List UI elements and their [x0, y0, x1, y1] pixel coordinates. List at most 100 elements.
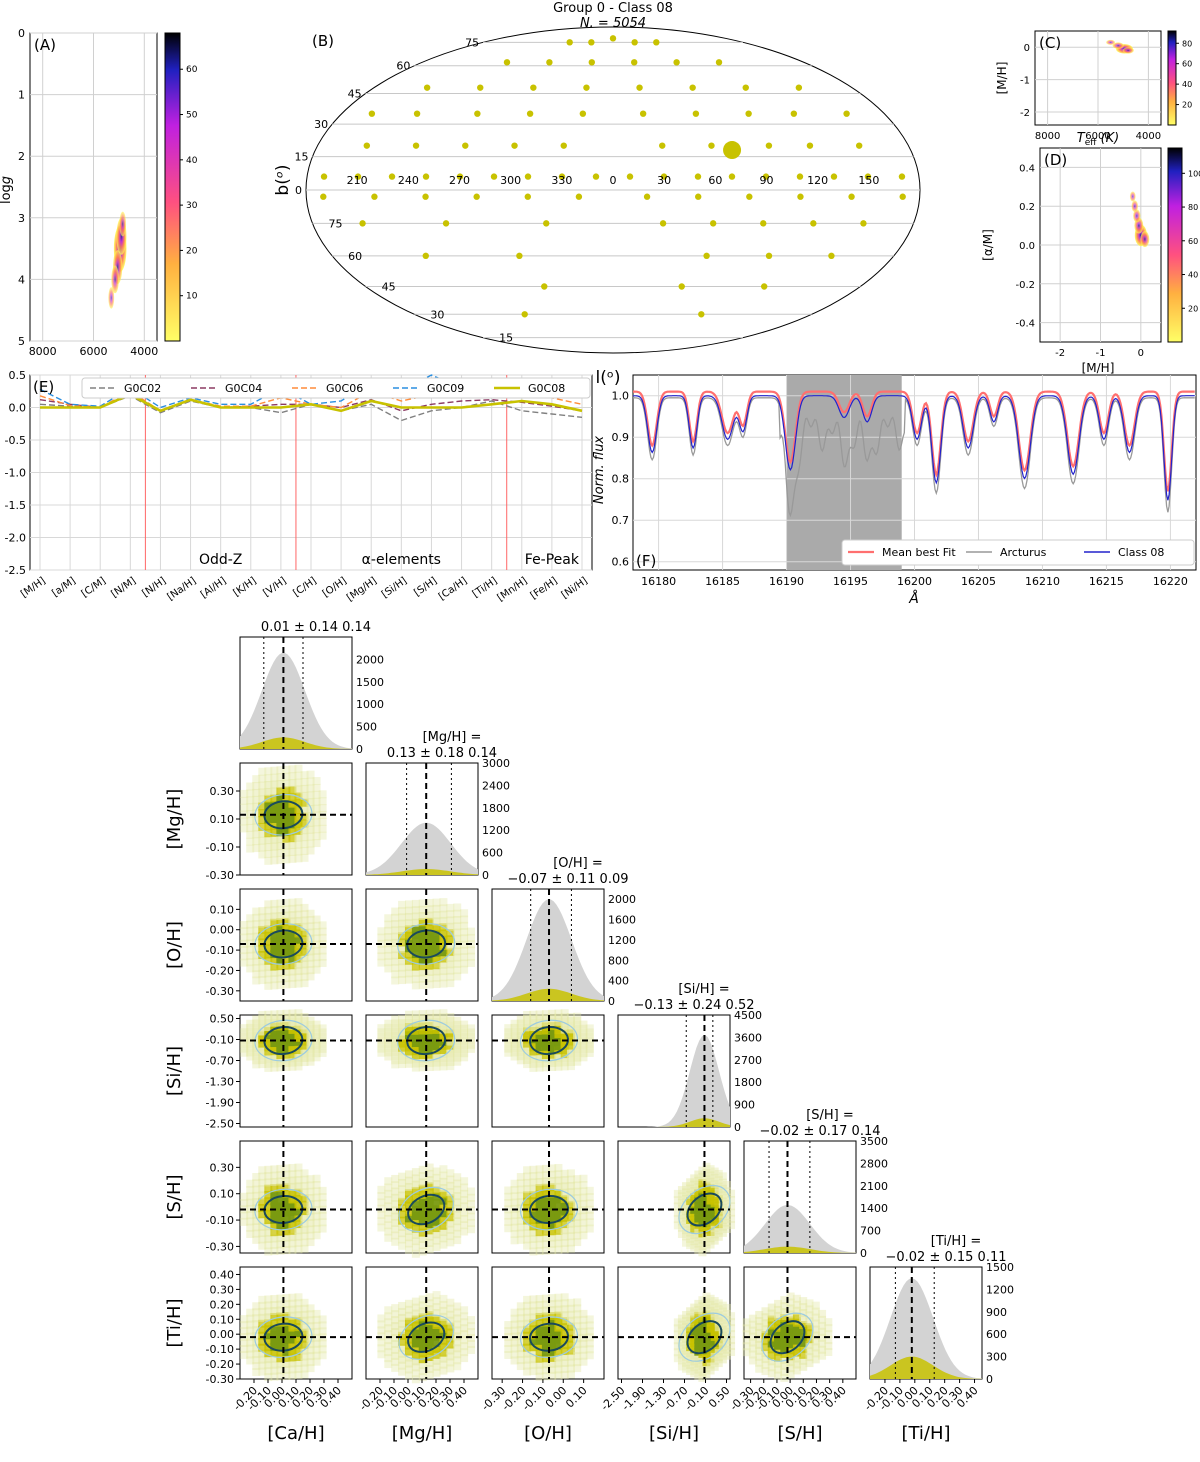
density-cell	[252, 1362, 261, 1371]
field-point	[422, 252, 429, 260]
density-cell	[384, 920, 393, 929]
density-cell	[312, 1327, 321, 1336]
density-cell	[560, 1232, 569, 1241]
density-cell	[252, 1191, 261, 1200]
density-cell	[411, 1327, 420, 1336]
density-cell	[288, 779, 297, 788]
density-cell	[411, 1043, 420, 1052]
density-cell	[282, 1329, 291, 1338]
density-cell	[282, 924, 291, 933]
density-cell	[560, 1220, 569, 1229]
density-cell	[252, 976, 261, 985]
field-point	[354, 173, 362, 180]
density-cell	[411, 1010, 420, 1019]
contour-outer	[519, 1019, 579, 1062]
density-cell	[425, 980, 434, 989]
density-cell	[446, 1062, 455, 1071]
density-cell	[240, 1032, 249, 1041]
density-cell	[252, 970, 261, 979]
corner-panel: 0.50-0.10-0.70-1.30-1.90-2.50[Si/H]	[164, 1009, 353, 1131]
density-cell	[585, 1199, 594, 1208]
density-cell	[300, 812, 309, 821]
density-cell	[535, 1228, 544, 1237]
density-cell	[529, 1178, 538, 1187]
density-cell	[288, 772, 297, 781]
density-cell	[270, 814, 279, 823]
density-cell	[398, 1313, 407, 1322]
density-cell	[523, 1229, 532, 1238]
density-cell	[460, 1045, 469, 1054]
density-cell	[282, 1324, 291, 1333]
density-cell	[318, 1193, 327, 1202]
y-tick-label: -0.70	[206, 1055, 234, 1068]
density-cell	[453, 1024, 462, 1033]
density-cell	[439, 929, 448, 938]
x-tick-label: 8000	[29, 345, 57, 358]
density-cell	[446, 1304, 455, 1313]
density-cell	[411, 1059, 420, 1068]
hist-tick-label: 1000	[356, 698, 384, 711]
density-cell	[411, 1205, 420, 1214]
colorbar-tick-label: 40	[1182, 80, 1192, 89]
density-cell	[718, 1184, 727, 1193]
density-cell	[306, 1231, 315, 1240]
density-cell	[523, 1039, 532, 1048]
density-cell	[398, 1235, 407, 1244]
density-cell	[270, 1039, 279, 1048]
panel-f-grid	[633, 375, 1196, 570]
density-cell	[264, 1216, 273, 1225]
density-cell	[579, 1309, 588, 1318]
density-cell	[453, 928, 462, 937]
density-cell	[548, 1227, 557, 1236]
density-cell	[425, 1034, 434, 1043]
density-cell	[548, 1300, 557, 1309]
density-cell	[690, 1212, 699, 1221]
density-cell	[282, 1017, 291, 1026]
density-cell	[258, 1019, 267, 1028]
density-cell	[439, 1300, 448, 1309]
density-cell	[780, 1343, 789, 1352]
density-cell	[288, 923, 297, 932]
density-cell	[710, 1320, 719, 1329]
density-cell	[535, 1177, 544, 1186]
density-cell	[318, 946, 327, 955]
density-cell	[516, 1326, 525, 1335]
density-cell	[529, 1165, 538, 1174]
density-cell	[240, 1048, 249, 1057]
x-tick-label: [V/H]	[261, 575, 288, 599]
density-cell	[318, 831, 327, 840]
density-cell	[258, 938, 267, 947]
density-cell	[312, 1193, 321, 1202]
density-cell	[276, 814, 285, 823]
density-cell	[761, 1307, 770, 1316]
density-cell	[529, 1361, 538, 1370]
density-cell	[460, 1028, 469, 1037]
density-cell	[294, 1025, 303, 1034]
density-cell	[727, 1195, 736, 1204]
density-cell	[566, 1310, 575, 1319]
density-cell	[258, 1060, 267, 1069]
density-cell	[276, 1018, 285, 1027]
density-cell	[523, 1331, 532, 1340]
density-cell	[460, 928, 469, 937]
density-cell	[246, 1326, 255, 1335]
density-cell	[425, 1054, 434, 1063]
density-cell	[446, 1017, 455, 1026]
density-cell	[510, 1230, 519, 1239]
density-cell	[288, 917, 297, 926]
density-cell	[523, 1185, 532, 1194]
density-cell	[792, 1318, 801, 1327]
density-cell	[686, 1355, 695, 1364]
density-cell	[573, 1012, 582, 1021]
density-cell	[460, 1342, 469, 1351]
density-cell	[453, 1217, 462, 1226]
density-cell	[270, 1047, 279, 1056]
density-cell	[694, 1195, 703, 1204]
density-cell	[755, 1310, 764, 1319]
density-cell	[384, 945, 393, 954]
density-cell	[391, 1181, 400, 1190]
density-cell	[460, 921, 469, 930]
density-cell	[240, 958, 249, 967]
density-cell	[300, 846, 309, 855]
density-cell	[294, 1311, 303, 1320]
